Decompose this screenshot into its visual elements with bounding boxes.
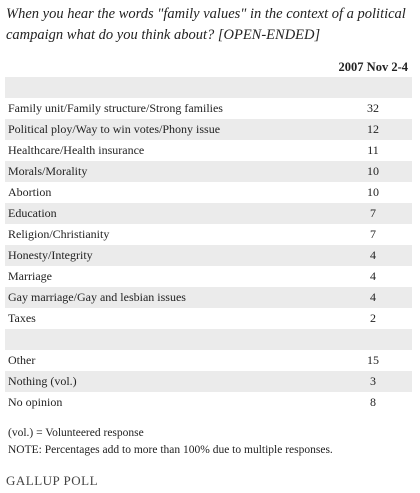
table-row: Religion/Christianity 7: [5, 224, 412, 245]
label-cell: Nothing (vol.): [8, 374, 77, 388]
label-cell: Abortion: [8, 185, 52, 199]
label-cell: Education: [8, 206, 57, 220]
value-cell: 3: [370, 374, 376, 388]
value-cell: 7: [370, 206, 376, 220]
table-row: Other 15: [5, 350, 412, 371]
table-row: Marriage 4: [5, 266, 412, 287]
logo: GALLUP POLL: [6, 473, 99, 488]
value-cell: 32: [367, 101, 379, 115]
table-row: Education 7: [5, 203, 412, 224]
label-cell: Religion/Christianity: [8, 227, 110, 241]
value-cell: 15: [367, 353, 379, 367]
value-cell: 4: [370, 248, 376, 262]
label-cell: No opinion: [8, 395, 63, 409]
separator-row: [5, 329, 412, 350]
table-row: Abortion 10: [5, 182, 412, 203]
table-row: Healthcare/Health insurance 11: [5, 140, 412, 161]
table-row: Nothing (vol.) 3: [5, 371, 412, 392]
value-cell: 4: [370, 290, 376, 304]
column-header: 2007 Nov 2-4: [338, 60, 408, 74]
table-row: Morals/Morality 10: [5, 161, 412, 182]
value-cell: 10: [367, 164, 379, 178]
label-cell: Gay marriage/Gay and lesbian issues: [8, 290, 186, 304]
table-row: Political ploy/Way to win votes/Phony is…: [5, 119, 412, 140]
title: When you hear the words "family values" …: [6, 6, 406, 43]
value-cell: 4: [370, 269, 376, 283]
table-row: Family unit/Family structure/Strong fami…: [5, 98, 412, 119]
value-cell: 7: [370, 227, 376, 241]
value-cell: 11: [367, 143, 379, 157]
value-cell: 10: [367, 185, 379, 199]
label-cell: Other: [8, 353, 36, 367]
label-cell: Honesty/Integrity: [8, 248, 93, 262]
label-cell: Morals/Morality: [8, 164, 88, 178]
value-cell: 8: [370, 395, 376, 409]
table-row: Taxes 2: [5, 308, 412, 329]
label-cell: Family unit/Family structure/Strong fami…: [8, 101, 223, 115]
label-cell: Marriage: [8, 269, 52, 283]
footnote: (vol.) = Volunteered response: [8, 427, 144, 439]
table-row: Honesty/Integrity 4: [5, 245, 412, 266]
table-row: Gay marriage/Gay and lesbian issues 4: [5, 287, 412, 308]
value-cell: 12: [367, 122, 379, 136]
separator-row: [5, 77, 412, 98]
table-row: No opinion 8: [5, 392, 412, 413]
footnote: NOTE: Percentages add to more than 100% …: [8, 444, 333, 456]
label-cell: Taxes: [8, 311, 36, 325]
value-cell: 2: [370, 311, 376, 325]
label-cell: Political ploy/Way to win votes/Phony is…: [8, 122, 221, 136]
label-cell: Healthcare/Health insurance: [8, 143, 145, 157]
